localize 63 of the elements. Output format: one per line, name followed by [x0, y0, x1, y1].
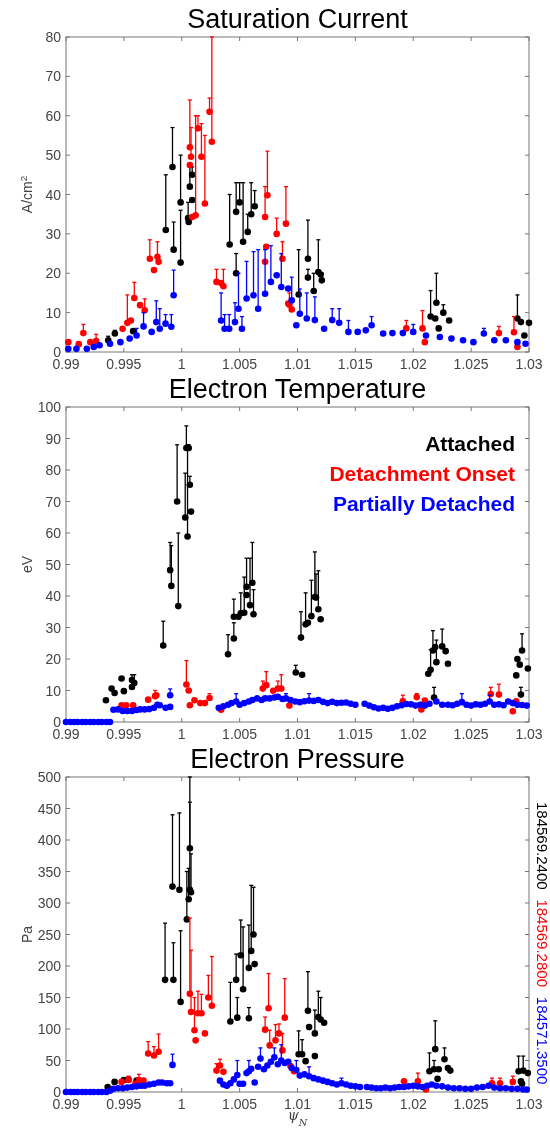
x-tick-label: 1.015: [337, 726, 374, 742]
y-tick-label: 40: [45, 588, 62, 604]
y-tick-label: 10: [45, 304, 62, 321]
x-tick-label: 1.025: [453, 726, 489, 742]
x-tick-label: 1.02: [399, 726, 428, 742]
y-axis-title: eV: [19, 555, 35, 574]
text: Attached: [425, 432, 515, 455]
x-tick-label: 1.03: [515, 356, 543, 372]
x-tick-label: 1.01: [283, 356, 312, 372]
y-tick-label: 20: [45, 651, 62, 667]
y-tick-label: 100: [37, 399, 62, 415]
x-tick-label: 1.005: [222, 356, 258, 372]
y-tick-label: 400: [37, 832, 62, 848]
y-tick-label: 500: [37, 769, 62, 785]
x-tick-label: 0.995: [106, 1096, 142, 1112]
y-tick-label: 30: [45, 225, 62, 242]
y-axis-title: Pa: [19, 925, 35, 944]
y-tick-label: 450: [37, 800, 62, 817]
y-tick-label: 200: [37, 958, 62, 974]
y-tick-label: 50: [45, 1052, 62, 1069]
y-tick-label: 80: [45, 29, 62, 45]
x-tick-label: 1.025: [453, 356, 489, 372]
y-tick-label: 300: [37, 895, 62, 911]
x-tick-label: 0.995: [106, 356, 142, 372]
y-tick-label: 30: [45, 619, 62, 636]
y-tick-label: 80: [45, 462, 62, 478]
x-tick-label: 1.02: [399, 356, 428, 372]
text: Detachment Onset: [329, 462, 515, 485]
text: 184569.2400: [534, 802, 550, 890]
y-tick-label: 250: [37, 926, 62, 943]
x-tick-label: 1: [177, 1096, 186, 1112]
x-tick-label: 1.015: [337, 356, 374, 372]
x-tick-label: 1: [177, 726, 186, 742]
y-tick-label: 50: [45, 147, 62, 164]
text: 184571.3500: [534, 996, 550, 1085]
chart-title: Saturation Current: [187, 4, 409, 34]
x-tick-label: 1.02: [399, 1096, 428, 1112]
y-tick-label: 100: [37, 1021, 62, 1037]
x-tick-label: 1.03: [515, 726, 543, 742]
x-tick-label: 1.01: [283, 1096, 312, 1112]
x-tick-label: 1.025: [453, 1096, 489, 1112]
x-tick-label: 1.01: [283, 726, 312, 742]
y-tick-label: 350: [37, 863, 62, 880]
y-tick-label: 10: [45, 682, 62, 699]
x-tick-label: 1: [177, 356, 186, 372]
text: Partially Detached: [332, 492, 515, 515]
x-tick-label: 0.995: [106, 726, 142, 742]
x-tick-label: 1.005: [222, 726, 258, 742]
y-tick-label: 20: [45, 265, 62, 282]
y-tick-label: 70: [45, 68, 62, 85]
y-tick-label: 60: [45, 107, 62, 124]
text: 184569.2800: [534, 899, 550, 987]
y-tick-label: 60: [45, 525, 62, 541]
y-tick-label: 90: [45, 430, 62, 447]
x-tick-label: 1.015: [337, 1096, 374, 1112]
x-tick-label: 1.03: [515, 1096, 543, 1112]
y-tick-label: 40: [45, 186, 62, 203]
y-tick-label: 150: [37, 989, 62, 1006]
chart-title: Electron Temperature: [168, 374, 427, 404]
y-tick-label: 70: [45, 493, 62, 510]
x-tick-label: 1.005: [222, 1096, 258, 1112]
chart-title: Electron Pressure: [190, 744, 405, 774]
y-tick-label: 50: [45, 556, 62, 573]
